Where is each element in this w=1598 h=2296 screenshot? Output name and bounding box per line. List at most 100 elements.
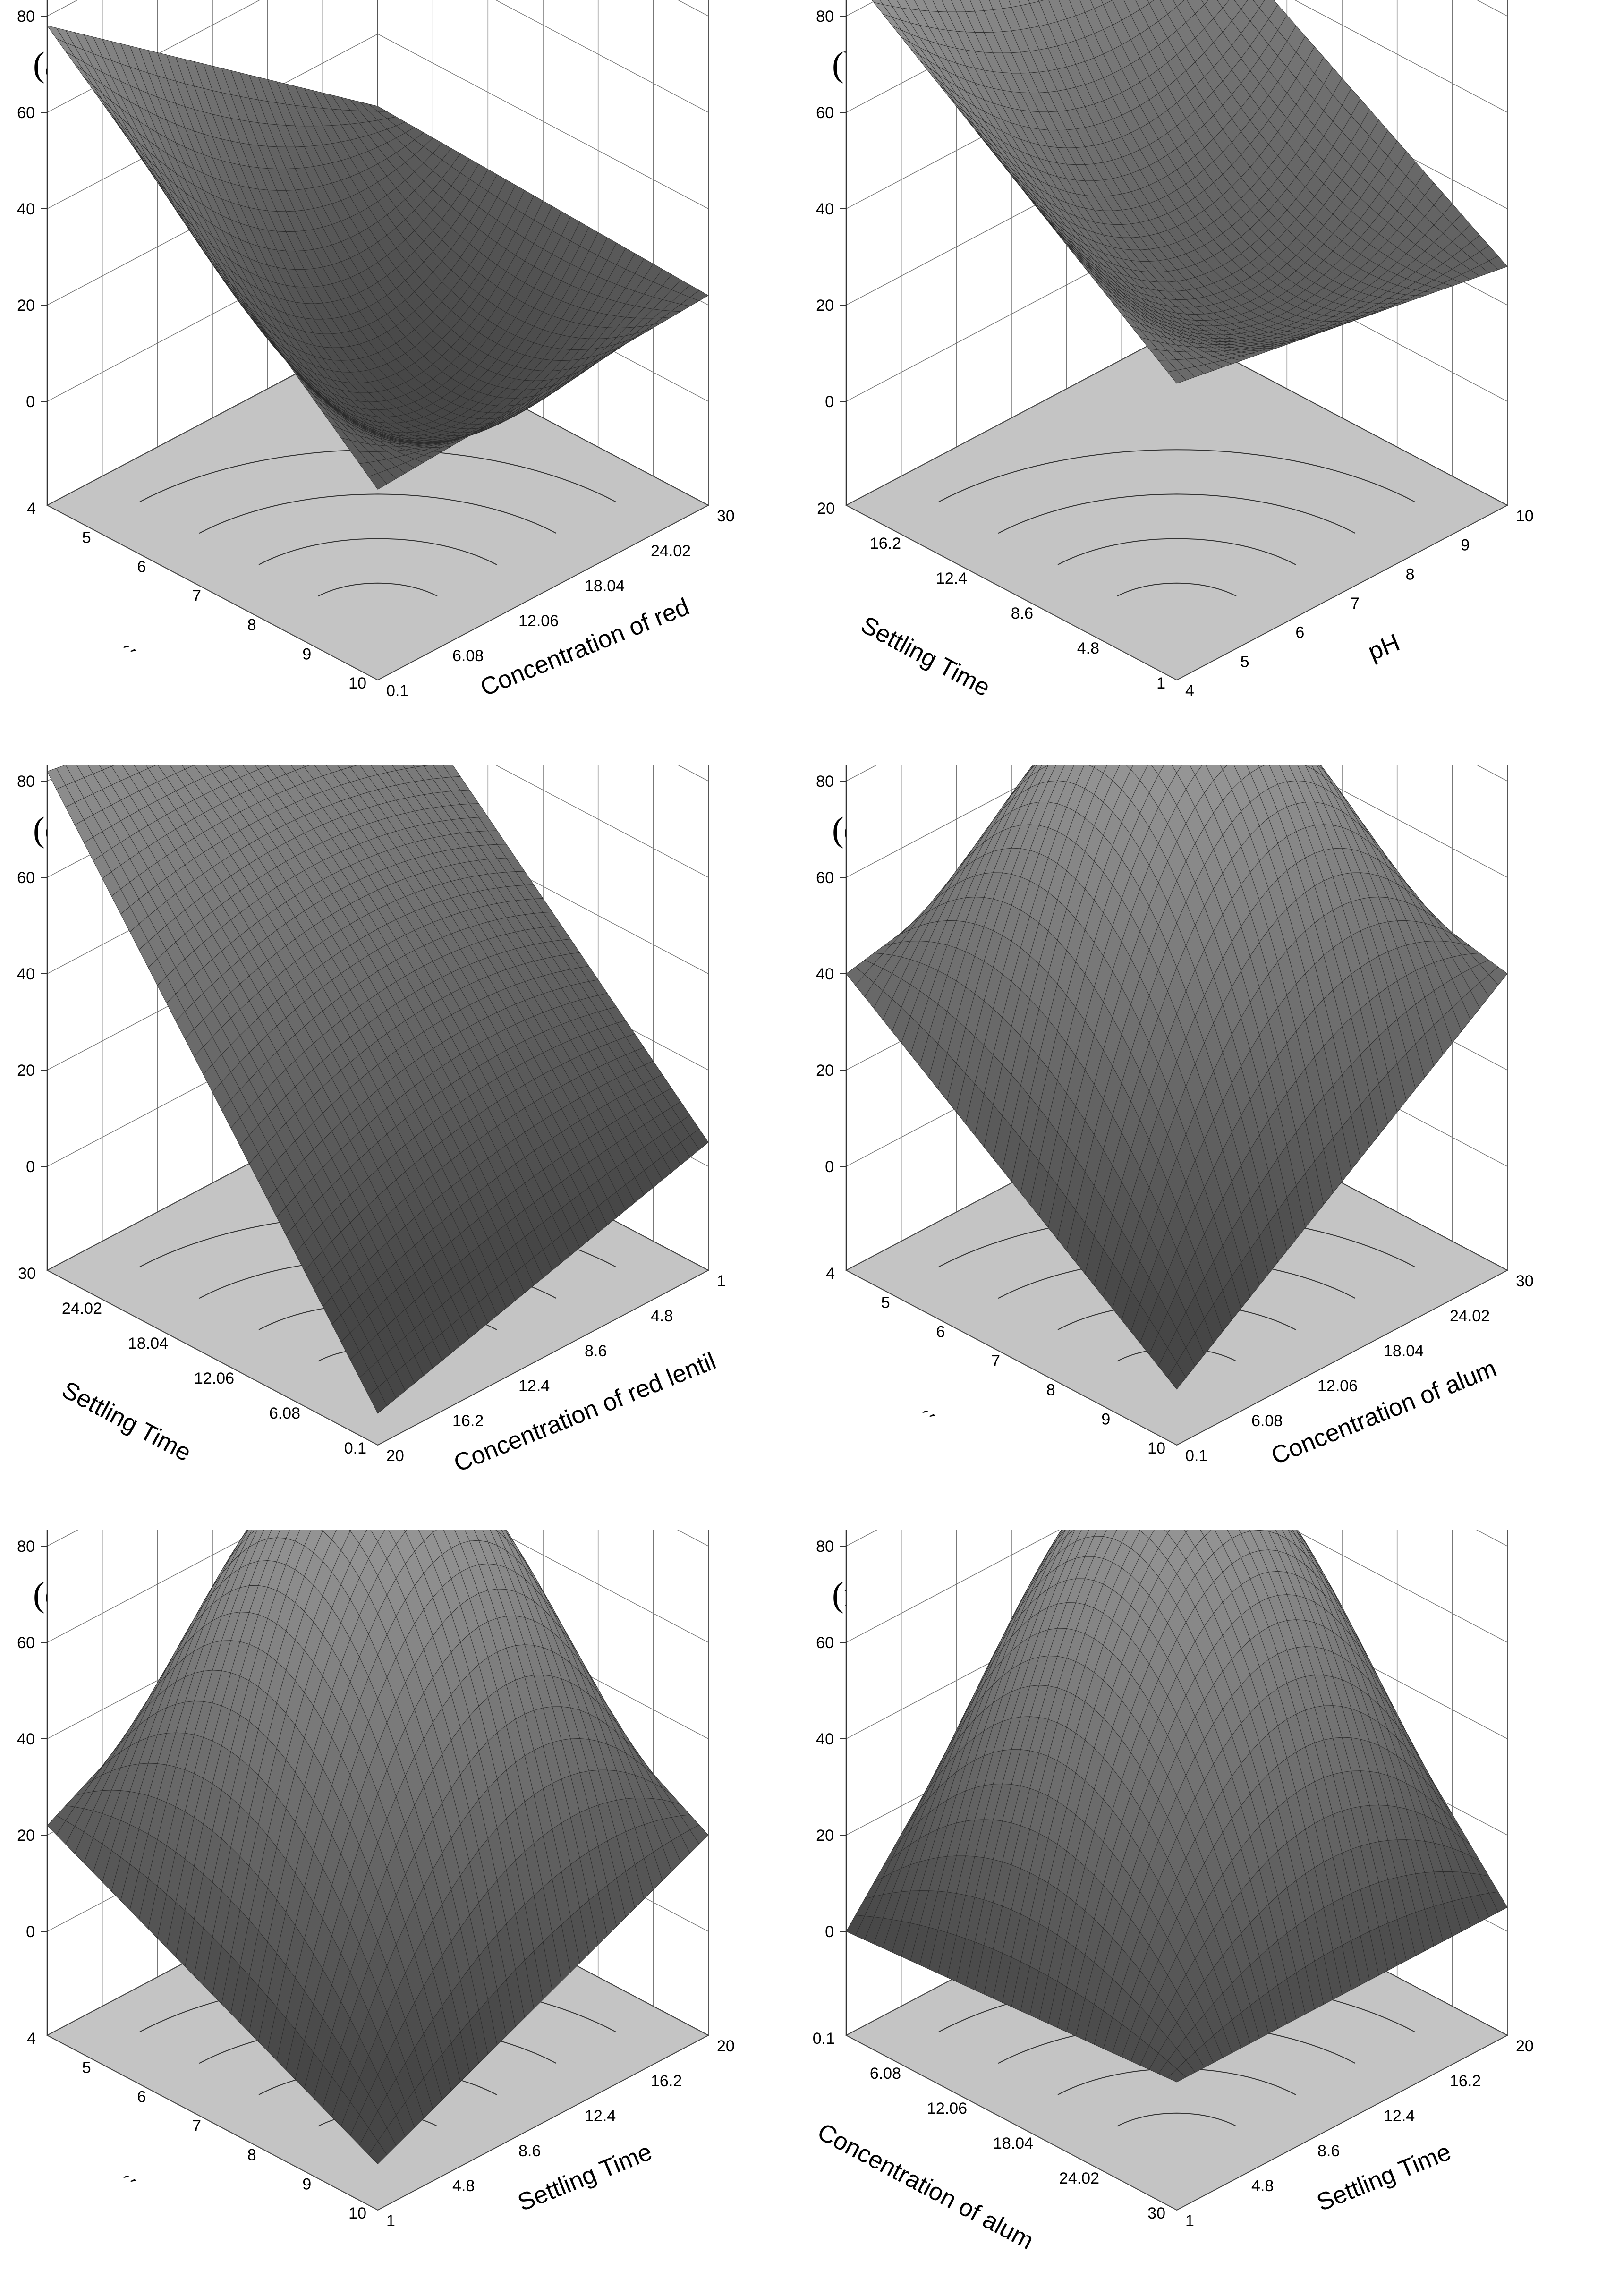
x-axis: 1 4.8 8.6 12.4 16.2 20 <box>1185 2037 1534 2230</box>
z-tick-label: 60 <box>816 104 834 122</box>
y-axis: 10 9 8 7 6 5 4 <box>826 1265 1165 1457</box>
surface-plot-f: 020406080100Turbidity Reduction (NTU)302… <box>813 1530 1534 2255</box>
z-tick-label: 60 <box>816 1634 834 1652</box>
z-tick-label: 40 <box>17 200 35 218</box>
z-tick-label: 20 <box>816 1827 834 1845</box>
y-axis: 1 4.8 8.6 12.4 16.2 20 <box>817 500 1165 692</box>
x-tick-label: 12.4 <box>1384 2107 1415 2125</box>
y-tick-label: 10 <box>348 2204 366 2222</box>
y-tick-label: 30 <box>1148 2204 1165 2222</box>
contour-line <box>998 493 1356 534</box>
x-tick-label: 16.2 <box>1450 2072 1481 2090</box>
z-tick-label: 80 <box>17 8 35 26</box>
x-tick-label: 0.1 <box>386 682 408 700</box>
x-tick-label: 4.8 <box>1251 2177 1274 2195</box>
grid-line <box>47 1530 709 1643</box>
x-tick-label: 18.04 <box>585 577 625 595</box>
x-axis: 20 16.2 12.4 8.6 4.8 1 <box>386 1272 726 1465</box>
y-axis: 10 9 8 7 6 5 4 <box>27 2030 366 2222</box>
z-tick-label: 0 <box>825 393 834 411</box>
surface-plot-c: 020406080100Turbidity Reduction (NTU)0.1… <box>17 765 726 1478</box>
x-tick-label: 12.06 <box>518 612 559 630</box>
x-tick-label: 16.2 <box>651 2072 682 2090</box>
surface-plot-d: 020406080100Turbidity Reduction (NTU)109… <box>816 765 1534 1470</box>
y-tick-label: 6 <box>137 558 146 576</box>
y-tick-label: 18.04 <box>128 1335 168 1352</box>
z-tick-label: 0 <box>825 1923 834 1941</box>
response-surface <box>846 765 1508 1390</box>
y-tick-label: 5 <box>881 1294 890 1312</box>
x-tick-label: 18.04 <box>1384 1342 1424 1360</box>
y-tick-label: 30 <box>18 1265 36 1283</box>
z-axis: 020406080100 <box>17 773 47 1176</box>
z-tick-label: 40 <box>17 1730 35 1748</box>
y-tick-label: 5 <box>82 529 91 547</box>
z-tick-label: 40 <box>816 1730 834 1748</box>
y-tick-label: 1 <box>1156 674 1165 692</box>
x-axis: 1 4.8 8.6 12.4 16.2 20 <box>386 2037 735 2230</box>
z-tick-label: 60 <box>17 1634 35 1652</box>
chart-panel-a: (a)020406080100Turbidity Reduction (NTU)… <box>0 0 799 765</box>
y-axis: 10 9 8 7 6 5 4 <box>27 500 366 692</box>
z-tick-label: 0 <box>26 1158 35 1176</box>
x-tick-label: 1 <box>386 2212 395 2230</box>
x-tick-label: 20 <box>717 2037 735 2055</box>
z-tick-label: 20 <box>17 1062 35 1080</box>
z-tick-label: 40 <box>816 200 834 218</box>
y-tick-label: 18.04 <box>993 2134 1033 2152</box>
y-tick-label: 12.06 <box>927 2100 967 2117</box>
y-tick-label: 6 <box>137 2088 146 2106</box>
x-tick-label: 0.1 <box>1185 1447 1207 1465</box>
x-tick-label: 30 <box>1516 1272 1534 1290</box>
chart-panel-b: (b)020406080100Turbidity Reduction (NTU)… <box>799 0 1598 765</box>
z-tick-label: 0 <box>825 1158 834 1176</box>
z-tick-label: 20 <box>816 1062 834 1080</box>
x-tick-label: 6 <box>1295 624 1304 642</box>
z-axis: 020406080100 <box>816 773 846 1176</box>
y-tick-label: 9 <box>1101 1410 1110 1428</box>
grid-line <box>846 765 1508 878</box>
chart-panel-e: (e)020406080100Turbidity Reduction (NTU)… <box>0 1530 799 2295</box>
x-axis-title: pH <box>1364 629 1403 666</box>
y-tick-label: 8 <box>247 616 256 634</box>
y-axis: 0.1 6.08 12.06 18.04 24.02 30 <box>18 1265 366 1457</box>
y-axis-title: ´´ <box>113 2170 140 2202</box>
z-tick-label: 60 <box>17 104 35 122</box>
y-tick-label: 24.02 <box>1059 2169 1099 2187</box>
contour-line <box>199 493 557 534</box>
x-tick-label: 8 <box>1406 565 1415 583</box>
z-tick-label: 20 <box>816 297 834 315</box>
y-tick-label: 10 <box>348 674 366 692</box>
chart-panel-d: (d)020406080100Turbidity Reduction (NTU)… <box>799 765 1598 1530</box>
surface-plot-b: 020406080100Turbidity Reduction (NTU)14.… <box>816 0 1534 702</box>
z-tick-label: 40 <box>816 965 834 983</box>
y-tick-label: 7 <box>192 2117 201 2135</box>
z-tick-label: 20 <box>17 1827 35 1845</box>
contour-line <box>258 538 497 565</box>
contour-line <box>318 582 438 597</box>
x-tick-label: 16.2 <box>452 1412 484 1430</box>
response-surface <box>846 1530 1508 2083</box>
y-tick-label: 10 <box>1148 1439 1165 1457</box>
chart-panel-f: (f)020406080100Turbidity Reduction (NTU)… <box>799 1530 1598 2295</box>
x-axis: 0.1 6.08 12.06 18.04 24.02 30 <box>1185 1272 1534 1465</box>
y-axis-title: ´´ <box>912 1405 939 1437</box>
x-tick-label: 1 <box>717 1272 726 1290</box>
chart-panel-c: (c)020406080100Turbidity Reduction (NTU)… <box>0 765 799 1530</box>
contour-line <box>1117 582 1237 597</box>
x-tick-label: 8.6 <box>585 1342 607 1360</box>
z-tick-label: 80 <box>816 773 834 791</box>
x-tick-label: 10 <box>1516 507 1534 525</box>
z-tick-label: 80 <box>17 1538 35 1556</box>
surface-plot-a: 020406080100Turbidity Reduction (NTU)109… <box>17 0 735 702</box>
z-tick-label: 20 <box>17 297 35 315</box>
x-tick-label: 1 <box>1185 2212 1194 2230</box>
x-tick-label: 8.6 <box>518 2142 541 2160</box>
z-tick-label: 80 <box>816 8 834 26</box>
contour-line <box>1057 538 1296 565</box>
z-axis: 020406080100 <box>17 1538 47 1941</box>
z-tick-label: 80 <box>17 773 35 791</box>
y-tick-label: 9 <box>302 2175 311 2193</box>
y-tick-label: 4 <box>27 500 36 518</box>
y-tick-label: 9 <box>302 645 311 663</box>
